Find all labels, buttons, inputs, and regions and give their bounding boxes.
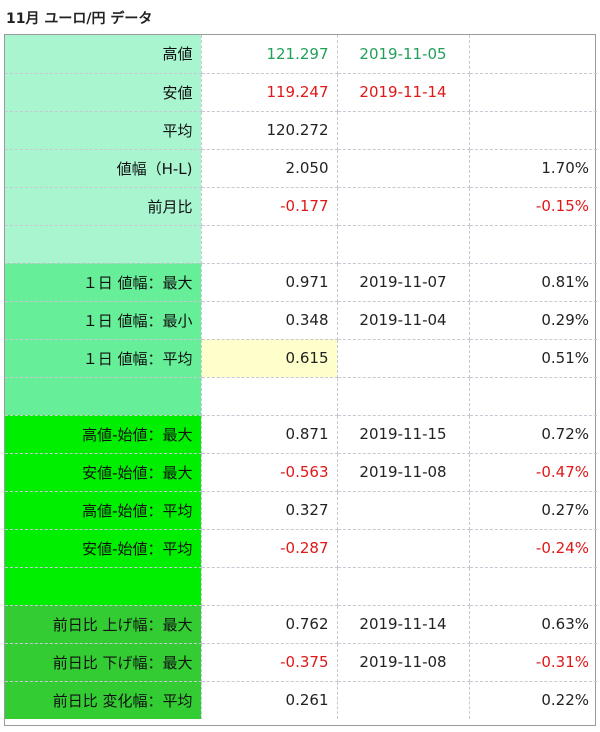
value-cell[interactable]: -0.563: [201, 453, 338, 492]
row-label: 高値-始値：平均: [5, 491, 202, 530]
pct-cell[interactable]: 0.22%: [541, 691, 589, 710]
row-label: 安値: [5, 73, 202, 112]
row-label: １日 値幅：最大: [5, 263, 202, 302]
value-cell[interactable]: -0.177: [201, 187, 338, 226]
date-cell[interactable]: 2019-11-07: [337, 263, 470, 302]
date-cell[interactable]: [337, 681, 470, 719]
value-cell[interactable]: [201, 377, 338, 416]
value-cell[interactable]: 120.272: [201, 111, 338, 150]
pct-cell[interactable]: [469, 225, 597, 264]
row-label: [5, 225, 202, 264]
table-row: 平均 120.272: [5, 111, 597, 150]
date-cell[interactable]: [337, 491, 470, 530]
row-label: 前月比: [5, 187, 202, 226]
row-label: 安値-始値：平均: [5, 529, 202, 568]
table-row: 安値-始値：最大 -0.563 2019-11-08 -0.47%: [5, 453, 597, 492]
date-cell[interactable]: [337, 529, 470, 568]
date-cell[interactable]: [337, 149, 470, 188]
value-cell[interactable]: [201, 225, 338, 264]
pct-cell[interactable]: 0.27%: [469, 491, 597, 530]
pct-cell[interactable]: 0.72%: [469, 415, 597, 454]
value-cell[interactable]: 0.327: [201, 491, 338, 530]
value-cell-selected[interactable]: 0.615: [201, 339, 338, 378]
table-row: 値幅（H-L) 2.050 1.70%: [5, 149, 597, 188]
pct-cell[interactable]: [469, 111, 597, 150]
pct-cell[interactable]: -0.15%: [469, 187, 597, 226]
page-title: 11月 ユーロ/円 データ: [6, 11, 153, 27]
table-row: 前日比 下げ幅：最大 -0.375 2019-11-08 -0.31%: [5, 643, 597, 682]
table-row: [5, 567, 597, 606]
row-label: １日 値幅：平均: [5, 339, 202, 378]
table-row: 高値-始値：平均 0.327 0.27%: [5, 491, 597, 530]
table-row: 安値 119.247 2019-11-14: [5, 73, 597, 112]
pct-cell[interactable]: 0.63%: [469, 605, 597, 644]
row-label: 平均: [5, 111, 202, 150]
date-cell[interactable]: 2019-11-08: [337, 643, 470, 682]
value-cell[interactable]: 2.050: [201, 149, 338, 188]
table-row: [5, 225, 597, 264]
date-cell[interactable]: 2019-11-15: [337, 415, 470, 454]
date-cell[interactable]: 2019-11-14: [337, 605, 470, 644]
row-label: 前日比 下げ幅：最大: [5, 643, 202, 682]
pct-cell[interactable]: [469, 377, 597, 416]
date-cell[interactable]: 2019-11-08: [337, 453, 470, 492]
pct-cell[interactable]: [469, 567, 597, 606]
row-label: 値幅（H-L): [5, 149, 202, 188]
value-cell[interactable]: 121.297: [201, 35, 338, 74]
date-cell[interactable]: [337, 187, 470, 226]
value-cell[interactable]: 0.762: [201, 605, 338, 644]
row-label: 高値-始値：最大: [5, 415, 202, 454]
pct-cell[interactable]: -0.24%: [469, 529, 597, 568]
data-table: 高値 121.297 2019-11-05 安値 119.247 2019-11…: [4, 34, 597, 726]
pct-cell[interactable]: 0.51%: [469, 339, 597, 378]
row-label: [5, 377, 202, 416]
pct-cell[interactable]: -0.31%: [469, 643, 597, 682]
pct-cell[interactable]: 0.29%: [469, 301, 597, 340]
date-cell[interactable]: 2019-11-14: [337, 73, 470, 112]
pct-cell[interactable]: 1.70%: [469, 149, 597, 188]
table-row: １日 値幅：最大 0.971 2019-11-07 0.81%: [5, 263, 597, 302]
pct-cell[interactable]: [469, 35, 597, 74]
table-row: [5, 377, 597, 416]
value-cell[interactable]: 0.348: [201, 301, 338, 340]
date-cell[interactable]: [337, 377, 470, 416]
value-cell[interactable]: -0.287: [201, 529, 338, 568]
table-row: 前月比 -0.177 -0.15%: [5, 187, 597, 226]
table-row: １日 値幅：最小 0.348 2019-11-04 0.29%: [5, 301, 597, 340]
date-cell[interactable]: [337, 225, 470, 264]
value-cell[interactable]: 0.261: [201, 681, 338, 719]
date-cell[interactable]: [337, 567, 470, 606]
value-cell[interactable]: -0.375: [201, 643, 338, 682]
row-label: 安値-始値：最大: [5, 453, 202, 492]
row-label: [5, 567, 202, 606]
value-cell[interactable]: 119.247: [201, 73, 338, 112]
value-cell[interactable]: 0.971: [201, 263, 338, 302]
table-row: 前日比 変化幅：平均 0.261 0.22%: [5, 681, 597, 719]
date-cell[interactable]: 2019-11-05: [337, 35, 470, 74]
table-row: 高値-始値：最大 0.871 2019-11-15 0.72%: [5, 415, 597, 454]
table-row: １日 値幅：平均 0.615 0.51%: [5, 339, 597, 378]
pct-cell[interactable]: [469, 73, 597, 112]
value-cell[interactable]: [201, 567, 338, 606]
table-row: 安値-始値：平均 -0.287 -0.24%: [5, 529, 597, 568]
date-cell[interactable]: 2019-11-04: [337, 301, 470, 340]
row-label: １日 値幅：最小: [5, 301, 202, 340]
row-label: 高値: [5, 35, 202, 74]
date-cell[interactable]: [337, 111, 470, 150]
pct-cell[interactable]: -0.47%: [469, 453, 597, 492]
date-cell[interactable]: [337, 339, 470, 378]
table-row: 前日比 上げ幅：最大 0.762 2019-11-14 0.63%: [5, 605, 597, 644]
pct-cell[interactable]: 0.81%: [469, 263, 597, 302]
value-cell[interactable]: 0.871: [201, 415, 338, 454]
row-label: 前日比 上げ幅：最大: [5, 605, 202, 644]
row-label: 前日比 変化幅：平均: [5, 681, 202, 719]
table-row: 高値 121.297 2019-11-05: [5, 35, 597, 74]
